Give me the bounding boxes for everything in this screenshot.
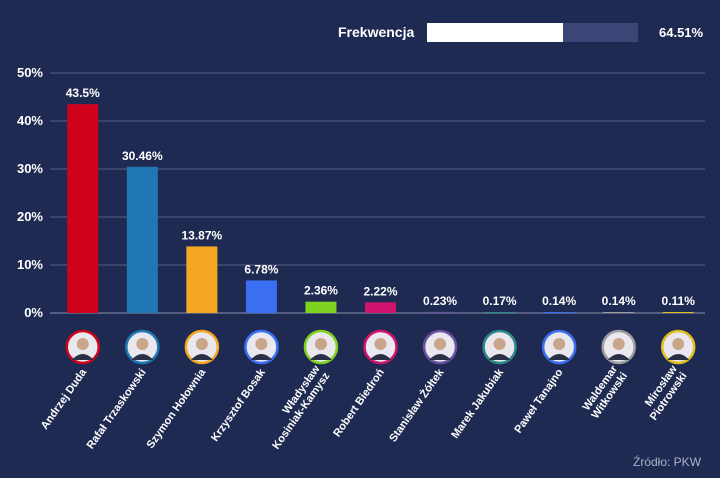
value-label: 30.46% [122, 149, 163, 163]
category-label-line: Robert Biedroń [331, 367, 387, 440]
value-label: 0.23% [423, 294, 457, 308]
value-label: 43.5% [66, 86, 100, 100]
value-label: 2.36% [304, 284, 338, 298]
category-label: WaldemarWitkowski [580, 363, 631, 421]
bar [245, 280, 277, 313]
avatar-body [309, 354, 332, 360]
category-label: MirosławPiotrowski [638, 363, 690, 423]
bar [365, 302, 396, 313]
bar [305, 301, 337, 313]
category-label: Rafał Trzaskowski [85, 367, 149, 452]
turnout-progress-bar [427, 23, 638, 42]
turnout-panel: Frekwencja 64.51% [0, 0, 720, 60]
bar [543, 312, 575, 313]
candidate-avatar-icon [363, 329, 398, 365]
category-label: Szymon Hołownia [145, 366, 209, 451]
bar [186, 246, 218, 313]
category-label: Marek Jakubiak [449, 366, 506, 441]
candidate-avatars [65, 329, 696, 365]
candidate-avatar-icon [65, 329, 101, 365]
category-label-line: Andrzej Duda [39, 366, 90, 432]
y-tick-label: 50% [17, 65, 43, 80]
avatar-body [250, 354, 273, 360]
avatar-body [667, 354, 690, 360]
category-label-line: Rafał Trzaskowski [85, 367, 149, 452]
avatar-body [71, 354, 94, 360]
candidate-avatar-icon [303, 329, 339, 365]
y-axis-ticks: 0% 10% 20% 30% 40% 50% [17, 65, 43, 320]
category-label-line: Krzysztof Bosak [209, 366, 268, 444]
candidate-avatar-icon [244, 329, 279, 365]
avatar-head [374, 338, 387, 350]
bar [603, 312, 635, 313]
candidate-avatar-icon [601, 329, 636, 365]
avatar-body [488, 354, 511, 360]
category-label-line: Paweł Tanajno [512, 367, 565, 436]
avatar-body [429, 354, 452, 360]
avatar-body [548, 354, 571, 360]
value-label: 13.87% [182, 228, 223, 242]
value-label: 6.78% [244, 262, 278, 276]
value-labels: 43.5% 30.46% 13.87% 6.78% 2.36% 2.22% 0.23% 0.1… [66, 86, 695, 308]
category-label: Andrzej Duda [39, 366, 90, 432]
avatar-head [195, 338, 208, 350]
candidate-avatar-icon [660, 329, 696, 365]
category-label-line: Marek Jakubiak [449, 366, 506, 441]
bar [484, 312, 516, 313]
category-label: Paweł Tanajno [512, 367, 565, 436]
avatar-head [493, 338, 506, 350]
avatar-head [612, 338, 625, 350]
turnout-label: Frekwencja [338, 24, 415, 40]
category-label: WładysławKosiniak-Kamysz [260, 363, 332, 452]
candidate-avatar-icon [482, 329, 517, 365]
avatar-body [369, 354, 392, 360]
value-label: 0.14% [602, 294, 636, 308]
bar [424, 311, 456, 313]
candidate-avatar-icon [541, 329, 577, 365]
value-label: 0.17% [483, 294, 517, 308]
category-label: Krzysztof Bosak [209, 366, 268, 444]
category-label-line: Szymon Hołownia [145, 366, 209, 451]
avatar-head [136, 338, 149, 350]
bars [67, 104, 694, 313]
y-tick-label: 0% [24, 305, 43, 320]
y-tick-label: 40% [17, 113, 43, 128]
avatar-head [314, 338, 327, 350]
avatar-head [255, 338, 268, 350]
avatar-head [672, 338, 685, 350]
candidate-avatar-icon [125, 329, 160, 365]
source-note: Źródło: PKW [633, 455, 702, 469]
turnout-value: 64.51% [659, 25, 704, 40]
avatar-head [76, 338, 89, 350]
turnout-progress-fill [427, 23, 564, 42]
candidate-avatar-icon [184, 329, 220, 365]
bar [126, 166, 158, 313]
bar [67, 104, 99, 313]
category-label-line: Stanisław Żółtek [386, 366, 447, 445]
y-tick-label: 20% [17, 209, 43, 224]
value-label: 2.22% [363, 284, 397, 298]
category-label: Stanisław Żółtek [386, 366, 447, 445]
avatar-head [553, 338, 566, 350]
candidate-avatar-icon [422, 329, 458, 365]
y-tick-label: 10% [17, 257, 43, 272]
bar [662, 312, 694, 313]
value-label: 0.14% [542, 294, 576, 308]
category-label: Robert Biedroń [331, 367, 387, 440]
value-label: 0.11% [662, 294, 696, 308]
y-tick-label: 30% [17, 161, 43, 176]
grid-lines [50, 72, 705, 314]
avatar-body [131, 354, 154, 360]
avatar-head [434, 338, 447, 350]
avatar-body [190, 354, 213, 360]
avatar-body [607, 354, 630, 360]
